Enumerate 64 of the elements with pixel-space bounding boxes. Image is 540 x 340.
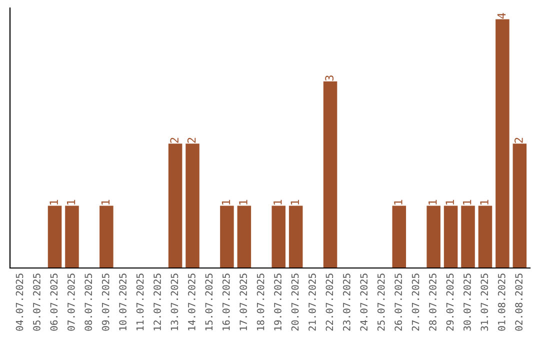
x-tick-label: 02.08.2025 — [515, 274, 523, 331]
x-tick-label: 29.07.2025 — [446, 274, 454, 331]
data-label: 1 — [480, 200, 488, 204]
x-tick-label: 15.07.2025 — [205, 274, 213, 330]
x-tick-label: 27.07.2025 — [412, 274, 420, 331]
bar — [444, 206, 458, 268]
x-tick-label: 13.07.2025 — [170, 274, 178, 330]
data-label: 2 — [170, 138, 178, 143]
bar — [496, 19, 510, 268]
x-tick-label: 21.07.2025 — [308, 274, 316, 331]
x-tick-label: 08.07.2025 — [84, 274, 92, 331]
data-label: 1 — [463, 200, 472, 204]
bar — [168, 144, 182, 268]
data-label: 1 — [50, 200, 58, 204]
data-label: 1 — [66, 200, 76, 204]
x-tick-label: 22.07.2025 — [326, 274, 334, 331]
x-tick-label: 07.07.2025 — [67, 274, 75, 331]
x-tick-label: 19.07.2025 — [274, 274, 282, 330]
bar — [392, 206, 406, 268]
bar — [288, 206, 303, 268]
data-label: 1 — [274, 200, 282, 204]
x-tick-label: 23.07.2025 — [342, 274, 350, 331]
bar — [48, 206, 62, 268]
x-tick-label: 17.07.2025 — [240, 274, 248, 330]
x-tick-label: 26.07.2025 — [394, 274, 402, 331]
x-tick-label: 12.07.2025 — [154, 274, 161, 330]
x-tick-label: 11.07.2025 — [136, 274, 144, 330]
data-label: 4 — [497, 13, 506, 19]
x-tick-label: 18.07.2025 — [256, 274, 264, 330]
bar — [323, 81, 338, 268]
x-tick-label: 31.07.2025 — [480, 274, 488, 331]
bar — [100, 206, 114, 268]
x-tick-label: 10.07.2025 — [119, 274, 126, 330]
x-tick-label: 05.07.2025 — [33, 274, 40, 331]
x-tick-label: 30.07.2025 — [464, 274, 471, 331]
data-label: 1 — [239, 200, 248, 204]
bar — [220, 206, 234, 268]
data-label: 3 — [325, 76, 334, 81]
bar — [237, 206, 252, 268]
data-label: 1 — [290, 200, 299, 204]
data-label: 1 — [428, 200, 437, 204]
x-tick-label: 01.08.2025 — [498, 274, 506, 331]
bar — [512, 144, 527, 268]
data-label: 1 — [101, 200, 110, 204]
x-tick-label: 24.07.2025 — [360, 274, 368, 331]
bar — [461, 206, 475, 268]
data-label: 1 — [222, 200, 230, 204]
bar — [426, 206, 440, 268]
data-label: 2 — [514, 138, 523, 143]
x-tick-label: 04.07.2025 — [16, 274, 24, 331]
data-label: 2 — [187, 138, 196, 143]
bar — [478, 206, 492, 268]
x-tick-label: 14.07.2025 — [188, 274, 196, 330]
x-tick-label: 28.07.2025 — [429, 274, 436, 331]
data-label: 1 — [446, 200, 454, 204]
bar — [272, 206, 286, 268]
x-tick-label: 06.07.2025 — [50, 274, 58, 331]
bar — [186, 144, 200, 268]
x-tick-label: 09.07.2025 — [102, 274, 110, 331]
data-label: 1 — [394, 200, 402, 204]
x-tick-label: 20.07.2025 — [291, 274, 299, 331]
x-tick-label: 25.07.2025 — [377, 274, 385, 331]
x-tick-label: 16.07.2025 — [222, 274, 230, 330]
bar — [65, 206, 79, 268]
